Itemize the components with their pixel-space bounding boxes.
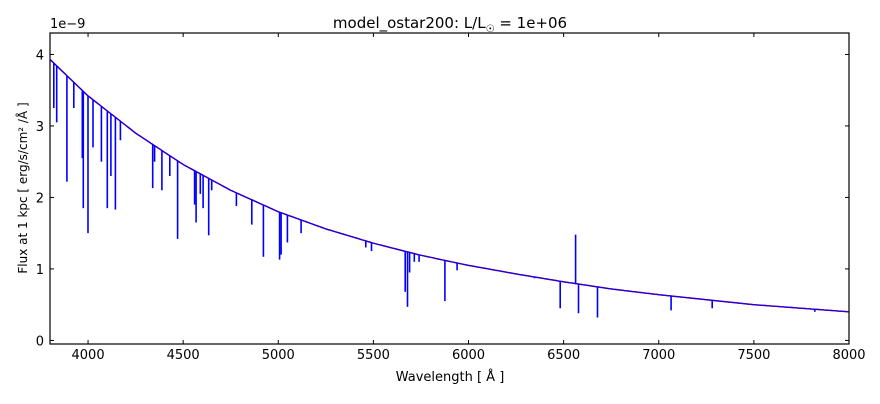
y-tick-label: 4 (36, 48, 44, 63)
y-tick-label: 2 (36, 191, 44, 206)
axis-ticks: 4000 4500 5000 5500 6000 6500 7000 7500 8000 0 1 2 3… (36, 33, 866, 363)
plot-area (49, 58, 850, 318)
x-tick-label: 6000 (452, 348, 485, 363)
continuum-model-line (49, 58, 850, 313)
x-tick-label: 5000 (262, 348, 295, 363)
y-tick-label: 3 (36, 120, 44, 135)
y-tick-label: 1 (36, 263, 44, 278)
chart-title: model_ostar200: L/L☉ = 1e+06 (333, 14, 567, 35)
x-axis-label: Wavelength [ Å ] (396, 369, 505, 385)
x-tick-label: 6500 (547, 348, 580, 363)
spectrum-line (49, 59, 850, 313)
axes-frame (49, 32, 850, 345)
x-tick-label: 4500 (167, 348, 200, 363)
x-tick-label: 8000 (832, 348, 865, 363)
y-axis-label: Flux at 1 kpc [ erg/s/cm² /Å ] (15, 102, 30, 273)
y-tick-label: 0 (36, 334, 44, 349)
x-tick-label: 4000 (72, 348, 105, 363)
x-tick-label: 7000 (642, 348, 675, 363)
y-offset-label: 1e−9 (50, 17, 85, 32)
x-tick-label: 5500 (357, 348, 390, 363)
x-tick-label: 7500 (737, 348, 770, 363)
